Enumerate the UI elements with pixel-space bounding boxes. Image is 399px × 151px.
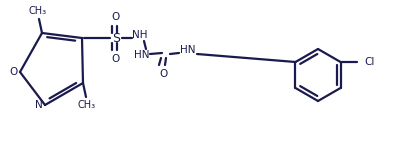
Text: N: N	[35, 100, 43, 110]
Text: NH: NH	[132, 30, 148, 40]
Text: Cl: Cl	[365, 57, 375, 67]
Text: O: O	[111, 12, 119, 22]
Text: O: O	[111, 54, 119, 64]
Text: HN: HN	[180, 45, 196, 55]
Text: S: S	[112, 32, 120, 45]
Text: CH₃: CH₃	[29, 6, 47, 16]
Text: HN: HN	[134, 50, 150, 60]
Text: CH₃: CH₃	[78, 100, 96, 110]
Text: O: O	[159, 69, 167, 79]
Text: O: O	[10, 67, 18, 77]
